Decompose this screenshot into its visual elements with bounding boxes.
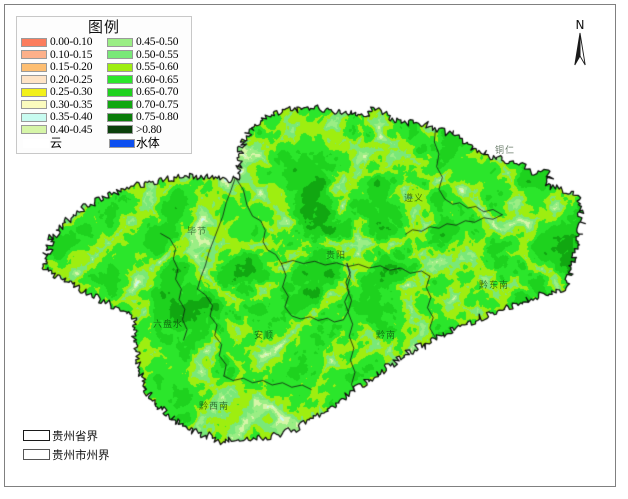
- legend-item: 0.60-0.65: [107, 74, 187, 87]
- legend-swatch: [107, 62, 133, 72]
- legend-swatch: [21, 75, 47, 85]
- legend-label: >0.80: [136, 123, 162, 136]
- legend-label: 0.40-0.45: [50, 123, 93, 136]
- legend-item: 0.20-0.25: [21, 74, 101, 87]
- legend-item: 0.00-0.10: [21, 36, 101, 49]
- legend-swatch: [21, 87, 47, 97]
- legend-label-water: 水体: [136, 136, 160, 150]
- province-boundary-label: 贵州省界: [52, 428, 98, 443]
- legend-label-cloud: 云: [50, 136, 62, 150]
- legend-item: 0.25-0.30: [21, 86, 101, 99]
- legend-column-right: 0.45-0.50 0.50-0.55 0.55-0.60 0.60-0.65: [107, 36, 187, 150]
- legend-item: 0.30-0.35: [21, 99, 101, 112]
- compass-needle-icon: [574, 32, 586, 66]
- legend-swatch: [107, 75, 133, 85]
- legend-swatch: [107, 100, 133, 110]
- legend-swatch-cloud: [22, 138, 49, 148]
- boundary-legend-item-province: 贵州省界: [23, 426, 110, 445]
- legend-label: 0.15-0.20: [50, 61, 93, 74]
- prefecture-boundary-swatch: [23, 449, 50, 460]
- legend-item-cloud: 云: [21, 136, 101, 150]
- legend-label: 0.65-0.70: [136, 86, 179, 99]
- legend-label: 0.35-0.40: [50, 111, 93, 124]
- legend-label: 0.00-0.10: [50, 36, 93, 49]
- legend-swatch: [107, 87, 133, 97]
- map-frame: 毕节 遵义 铜仁 贵阳 黔东南 六盘水 安顺 黔南 黔西南 图例 0.00-0.10 0.10-…: [4, 4, 617, 488]
- legend-item: 0.15-0.20: [21, 61, 101, 74]
- legend-swatch: [107, 37, 133, 47]
- legend-swatch: [107, 125, 133, 135]
- legend-label: 0.45-0.50: [136, 36, 179, 49]
- legend-item: 0.55-0.60: [107, 61, 187, 74]
- legend-label: 0.30-0.35: [50, 98, 93, 111]
- legend-item: 0.50-0.55: [107, 49, 187, 62]
- legend-item: 0.75-0.80: [107, 111, 187, 124]
- legend-label: 0.60-0.65: [136, 73, 179, 86]
- legend-label: 0.55-0.60: [136, 61, 179, 74]
- legend-item: 0.35-0.40: [21, 111, 101, 124]
- legend-item-water: 水体: [107, 136, 187, 150]
- north-arrow: N: [567, 19, 593, 66]
- legend-swatch-water: [108, 138, 135, 148]
- legend-item: 0.65-0.70: [107, 86, 187, 99]
- north-arrow-label: N: [575, 18, 585, 32]
- legend-panel: 图例 0.00-0.10 0.10-0.15 0.15-0.20: [16, 16, 192, 154]
- legend-swatch: [21, 125, 47, 135]
- legend-label: 0.20-0.25: [50, 73, 93, 86]
- legend-item: 0.40-0.45: [21, 124, 101, 137]
- legend-item: 0.45-0.50: [107, 36, 187, 49]
- legend-item: >0.80: [107, 124, 187, 137]
- boundary-legend: 贵州省界 贵州市州界: [23, 426, 110, 464]
- legend-swatch: [21, 37, 47, 47]
- legend-swatch: [107, 112, 133, 122]
- legend-columns: 0.00-0.10 0.10-0.15 0.15-0.20 0.20-0.25: [21, 36, 187, 150]
- legend-title: 图例: [87, 18, 120, 36]
- province-boundary-swatch: [23, 430, 50, 441]
- legend-swatch: [21, 62, 47, 72]
- prefecture-boundary-label: 贵州市州界: [52, 447, 110, 462]
- legend-label: 0.70-0.75: [136, 98, 179, 111]
- legend-label: 0.10-0.15: [50, 48, 93, 61]
- legend-swatch: [107, 50, 133, 60]
- legend-label: 0.25-0.30: [50, 86, 93, 99]
- legend-swatch: [21, 100, 47, 110]
- legend-column-left: 0.00-0.10 0.10-0.15 0.15-0.20 0.20-0.25: [21, 36, 101, 150]
- legend-item: 0.10-0.15: [21, 49, 101, 62]
- legend-item: 0.70-0.75: [107, 99, 187, 112]
- boundary-legend-item-prefecture: 贵州市州界: [23, 445, 110, 464]
- legend-swatch: [21, 50, 47, 60]
- legend-label: 0.50-0.55: [136, 48, 179, 61]
- legend-label: 0.75-0.80: [136, 111, 179, 124]
- legend-swatch: [21, 112, 47, 122]
